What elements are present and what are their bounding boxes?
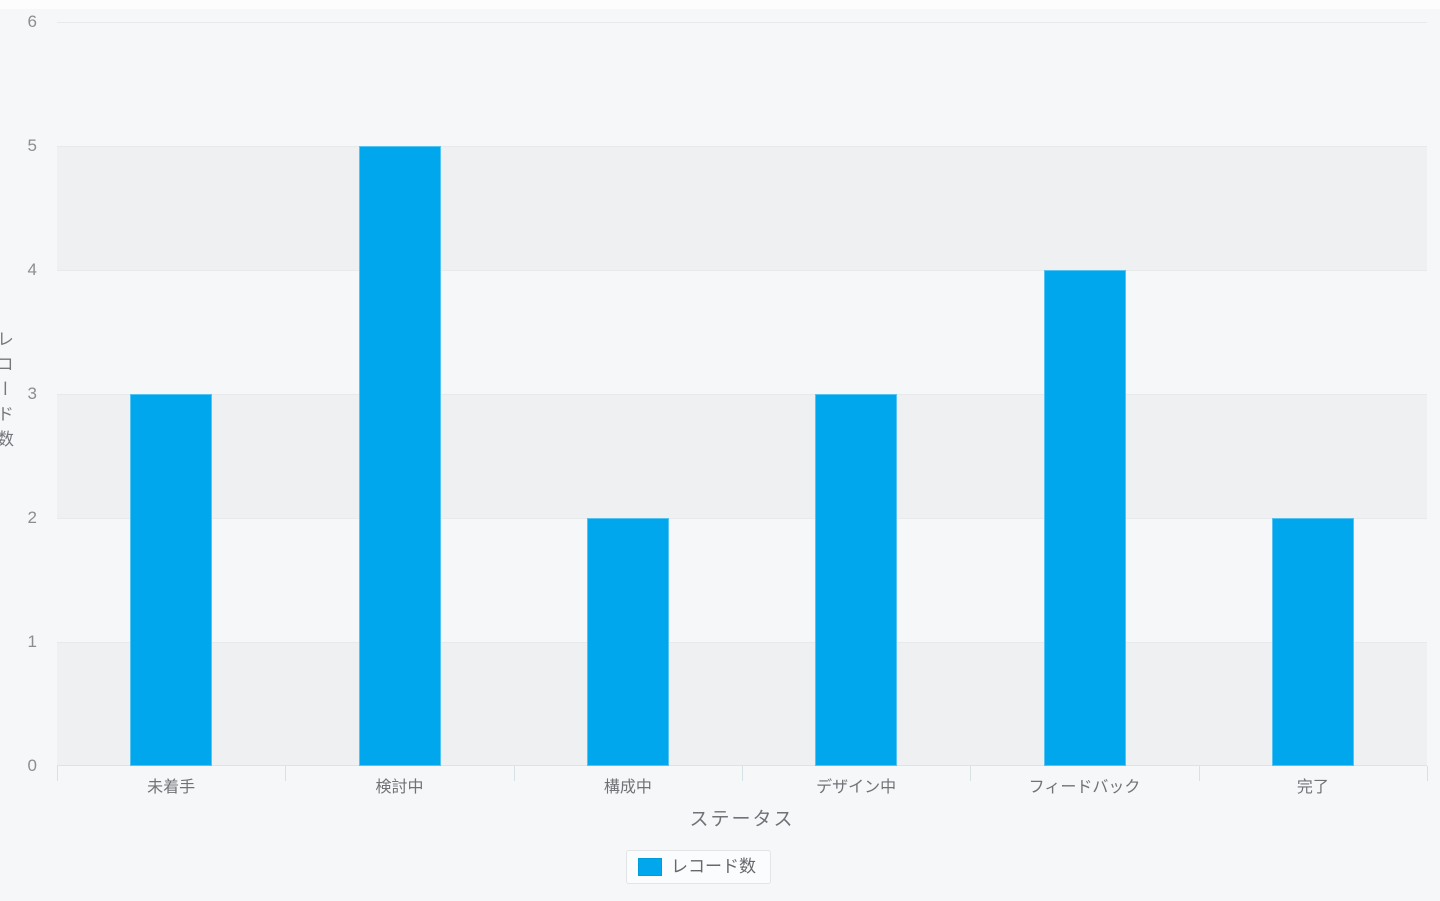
x-axis-tick [1199,766,1200,781]
y-tick-label: 4 [27,260,37,279]
plot-area [57,22,1428,781]
x-tick-label: フィードバック [1028,779,1141,796]
y-axis-labels: 0 1 2 3 4 5 6 [0,12,37,775]
gridline [57,270,1427,271]
gridline [57,394,1427,395]
bar[interactable] [815,394,898,766]
bar[interactable] [1271,518,1354,766]
x-axis-tick [57,766,58,781]
gridline [57,22,1427,23]
bar[interactable] [1043,270,1126,766]
x-tick-label: 構成中 [603,779,652,796]
x-tick-label: デザイン中 [816,779,897,796]
y-tick-label: 1 [27,632,37,651]
background-stripe [57,394,1427,518]
bar[interactable] [586,518,669,766]
legend-item-record-count[interactable]: レコード数 [626,850,771,884]
top-margin-strip [0,0,1440,9]
y-tick-label: 3 [27,384,37,403]
x-axis-title: ステータス [689,809,795,830]
x-tick-label: 検討中 [375,779,424,796]
y-axis-title: レコード数 [0,330,13,455]
legend: レコード数 [626,850,771,884]
y-tick-label: 2 [27,508,37,527]
y-tick-label: 0 [27,756,37,775]
bar[interactable] [358,146,441,766]
x-tick-label: 完了 [1296,779,1329,796]
legend-label: レコード数 [671,857,756,876]
x-tick-label: 未着手 [147,779,196,796]
x-axis-labels: 未着手 検討中 構成中 デザイン中 フィードバック 完了 [57,778,1427,798]
background-stripe [57,642,1427,766]
x-axis-tick [1427,766,1428,781]
gridline [57,518,1427,519]
legend-swatch [638,858,662,876]
x-axis-tick [970,766,971,781]
y-tick-label: 6 [27,12,37,31]
x-axis-tick [742,766,743,781]
x-axis-tick [514,766,515,781]
bar[interactable] [130,394,213,766]
background-stripe [57,146,1427,270]
x-axis-tick [285,766,286,781]
y-tick-label: 5 [27,136,37,155]
gridline [57,146,1427,147]
x-axis-line [57,765,1427,766]
gridline [57,642,1427,643]
